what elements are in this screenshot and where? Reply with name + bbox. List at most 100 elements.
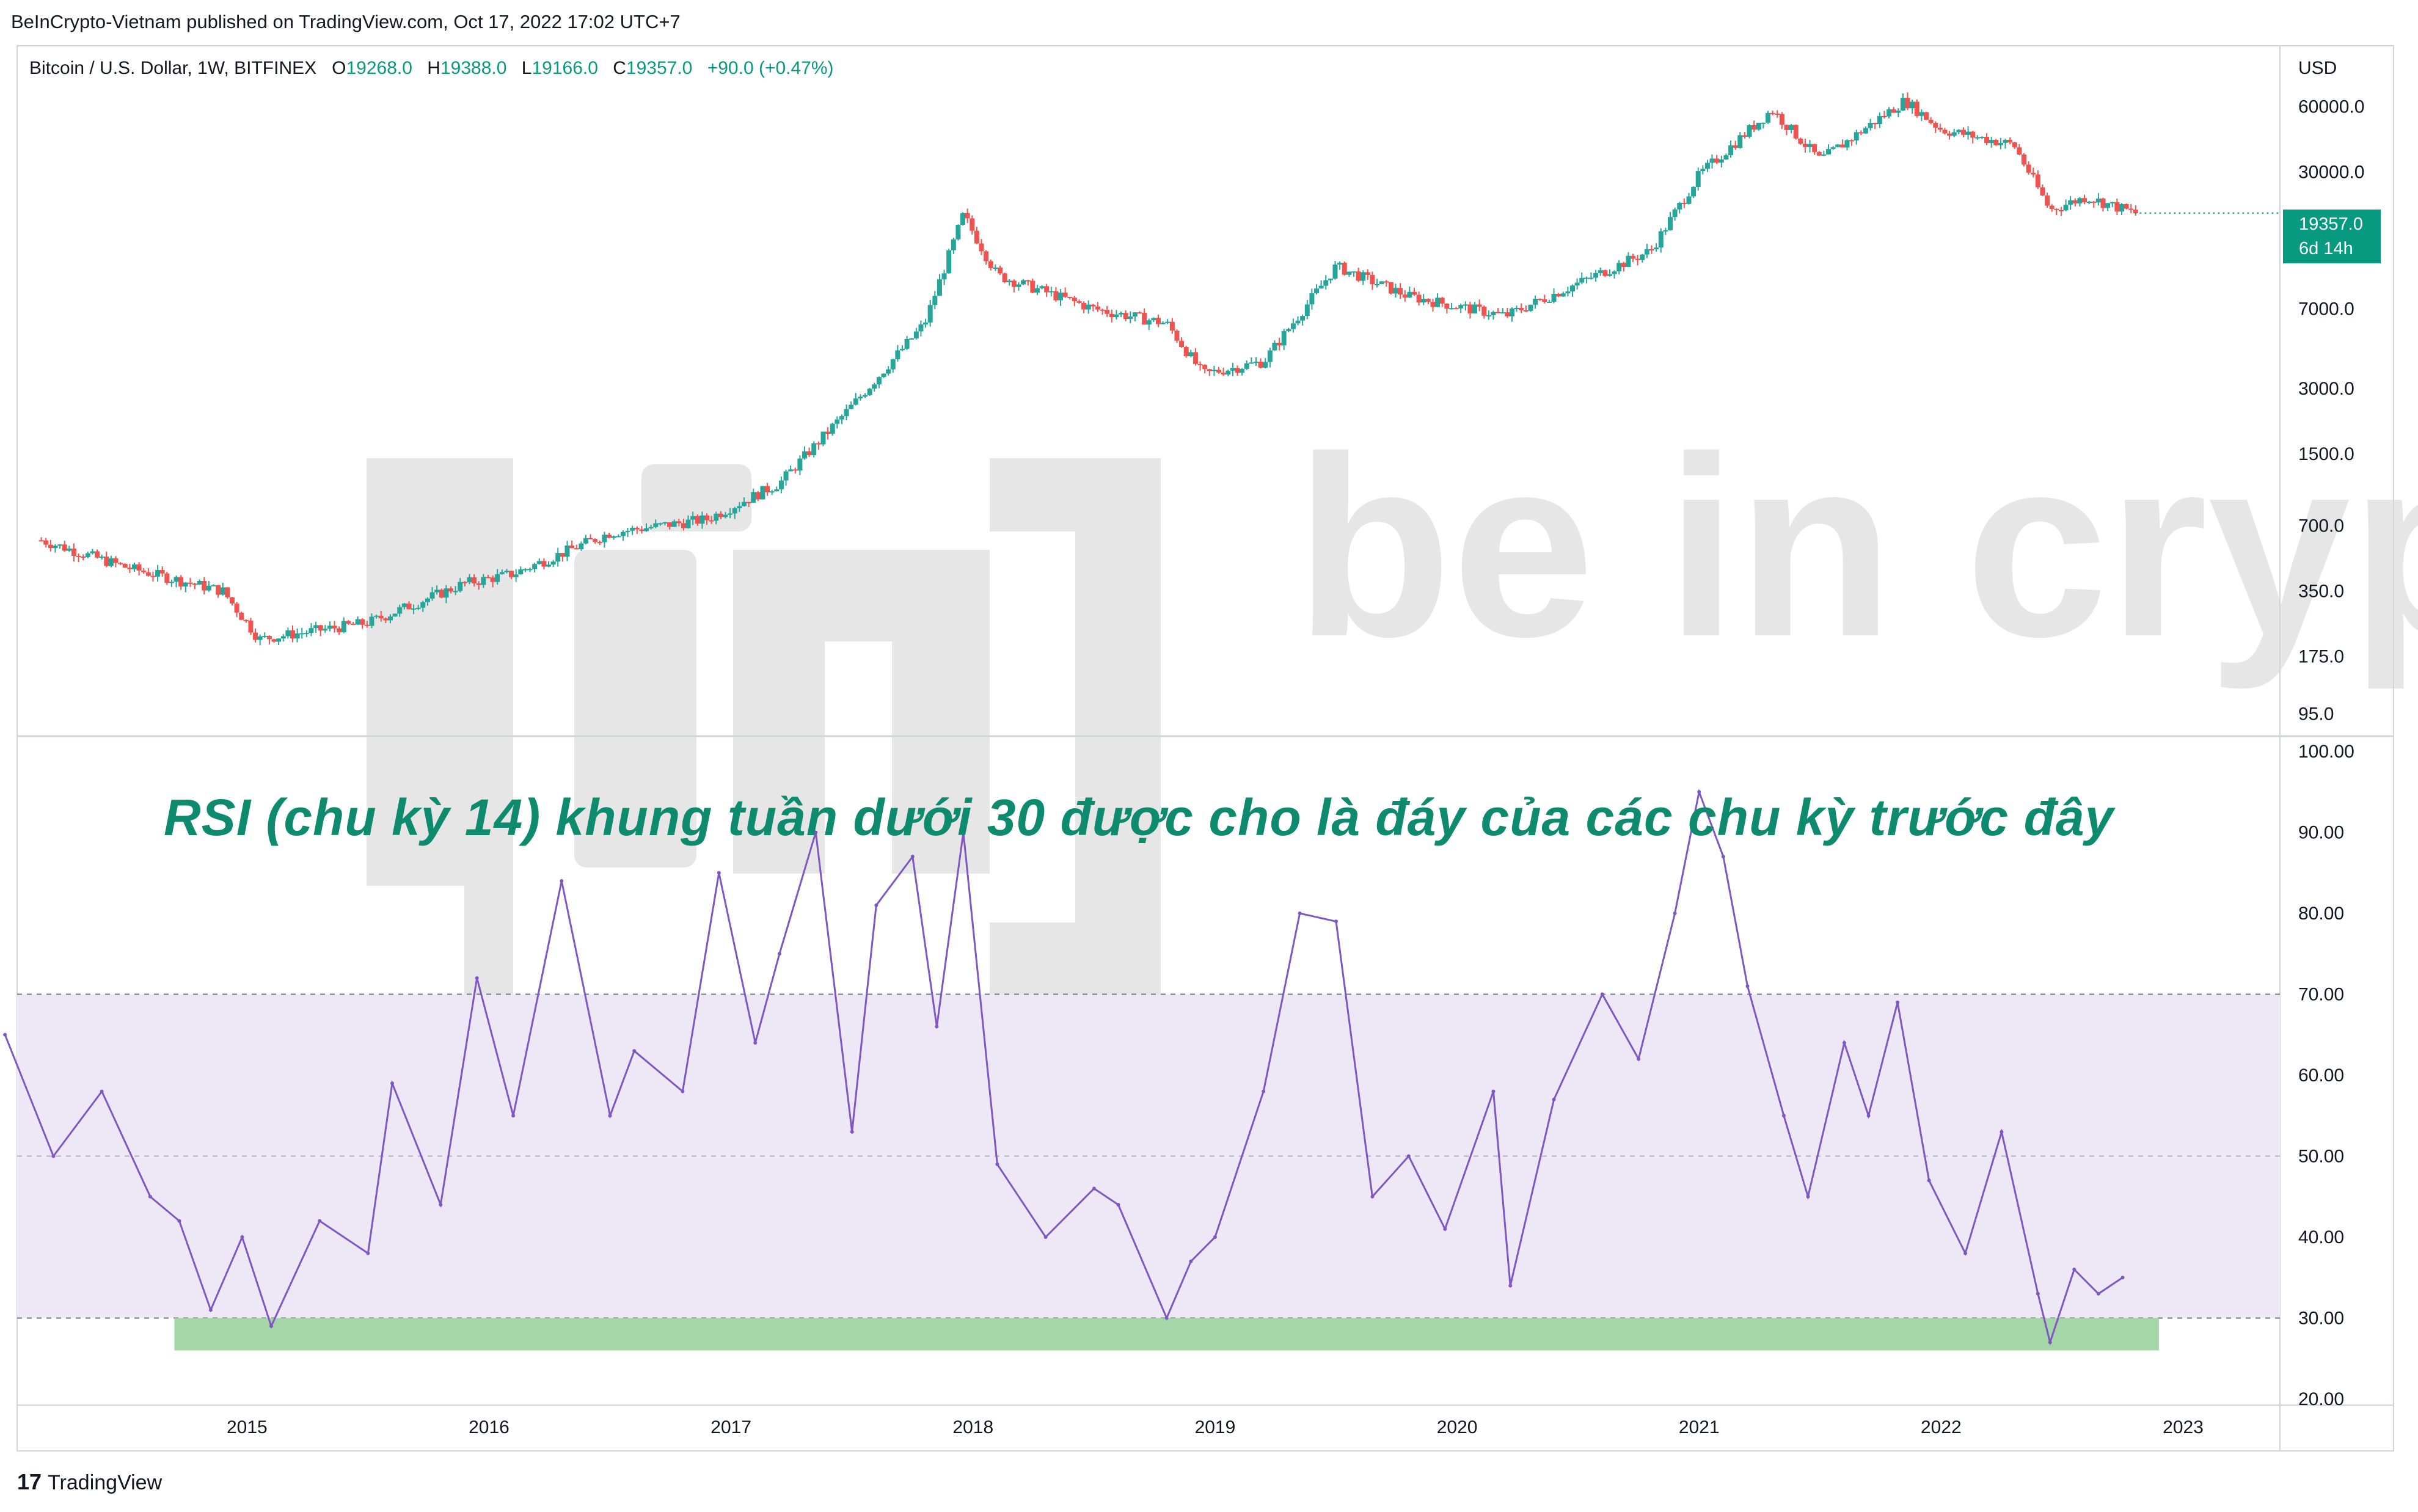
candle-body (1956, 130, 1962, 133)
candle-body (1546, 301, 1552, 303)
candle-body (145, 572, 151, 576)
candle-body (1887, 109, 1892, 117)
high-label: H (427, 58, 440, 78)
candle-body (1132, 312, 1138, 317)
candle-body (1007, 280, 1012, 282)
candle-body (797, 458, 803, 471)
candle-body (1574, 282, 1580, 286)
candle-body (1448, 308, 1454, 310)
candle-body (485, 577, 491, 579)
candle-body (830, 423, 835, 434)
candle-body (1612, 271, 1617, 274)
candle-body (1370, 274, 1375, 285)
candle-body (1384, 281, 1389, 283)
price-tick-label: 1500.0 (2298, 444, 2354, 464)
candle-body (974, 230, 979, 244)
candle-body (1188, 352, 1194, 357)
candle-body (364, 624, 370, 626)
candle-body (1695, 171, 1701, 188)
rsi-point (2120, 1276, 2125, 1280)
candle-body (2072, 200, 2078, 204)
candle-body (211, 585, 216, 586)
rsi-point (935, 1024, 939, 1029)
candle-body (1570, 285, 1576, 291)
price-tick-label: 7000.0 (2298, 299, 2354, 320)
candle-body (1802, 144, 1808, 147)
candle-body (1789, 125, 1794, 130)
candle-body (709, 520, 714, 522)
candle-body (1947, 133, 1952, 136)
open-label: O (332, 58, 346, 78)
time-tick-label: 2016 (469, 1417, 510, 1437)
candle-body (1979, 136, 1985, 138)
candle-body (1537, 299, 1543, 301)
candle-body (2082, 198, 2087, 203)
candle-body (1509, 308, 1514, 316)
rsi-point (874, 903, 878, 907)
rsi-tick-label: 90.00 (2298, 823, 2344, 843)
candle-body (1067, 296, 1073, 298)
candle-body (1086, 304, 1091, 310)
candle-body (1607, 274, 1612, 276)
rsi-point (1189, 1259, 1193, 1263)
candle-body (2095, 199, 2101, 203)
candle-body (620, 531, 626, 536)
rsi-point (1781, 1114, 1786, 1118)
rsi-point (1842, 1041, 1846, 1045)
candle-body (1793, 125, 1799, 139)
candle-body (1928, 120, 1934, 123)
time-tick-label: 2019 (1195, 1417, 1236, 1437)
candle-body (1905, 98, 1910, 109)
candle-body (1165, 321, 1171, 323)
candle-body (1654, 247, 1659, 250)
candle-body (564, 545, 570, 557)
candle-body (178, 577, 184, 587)
candle-body (183, 582, 188, 587)
candle-body (555, 553, 561, 562)
rsi-point (1370, 1194, 1375, 1199)
candle-body (1640, 254, 1645, 260)
candle-body (616, 536, 621, 538)
candle-body (755, 492, 761, 500)
rsi-point (1806, 1194, 1810, 1199)
candle-body (257, 636, 263, 640)
rsi-band (17, 994, 2280, 1318)
candle-body (1402, 294, 1408, 298)
candle-body (1174, 331, 1180, 341)
candle-body (1221, 372, 1226, 375)
candle-body (1868, 123, 1873, 128)
candle-body (876, 377, 882, 385)
candle-body (918, 324, 924, 332)
last-price-value: 19357.0 (2299, 214, 2363, 234)
candle-body (1919, 112, 1924, 116)
candle-body (820, 431, 826, 445)
candle-body (1263, 362, 1268, 368)
candle-body (188, 582, 193, 584)
rsi-point (1508, 1284, 1513, 1288)
candle-body (299, 633, 305, 635)
candle-body (1910, 101, 1915, 109)
candle-body (867, 389, 872, 395)
tradingview-logo[interactable]: 17 TradingView (17, 1469, 162, 1495)
candle-body (2114, 202, 2120, 212)
candle-body (202, 580, 207, 591)
candle-body (979, 243, 984, 252)
candle-body (1714, 158, 1720, 163)
rsi-point (1116, 1203, 1120, 1207)
candle-body (1542, 299, 1547, 302)
candle-body (849, 404, 854, 409)
candle-body (895, 350, 900, 360)
candle-body (662, 522, 668, 524)
candle-body (1514, 308, 1519, 310)
candle-body (2040, 187, 2045, 196)
candle-body (462, 582, 467, 583)
candle-body (602, 535, 607, 542)
time-tick-label: 2018 (952, 1417, 993, 1437)
candle-body (1668, 217, 1673, 230)
rsi-point (1092, 1186, 1096, 1191)
candle-body (1900, 98, 1905, 111)
candle-body (1444, 303, 1450, 309)
candle-body (108, 558, 114, 566)
candle-body (1332, 265, 1338, 279)
